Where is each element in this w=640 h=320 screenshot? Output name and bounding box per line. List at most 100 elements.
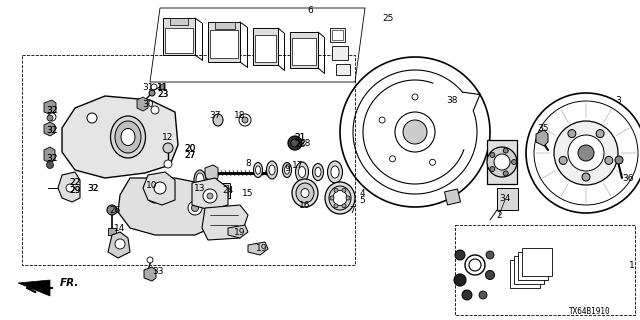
Ellipse shape xyxy=(285,166,289,174)
Ellipse shape xyxy=(282,163,291,178)
Polygon shape xyxy=(165,28,193,53)
Polygon shape xyxy=(253,28,278,65)
Polygon shape xyxy=(58,172,80,202)
Circle shape xyxy=(390,156,396,162)
Text: 8: 8 xyxy=(245,158,251,167)
Circle shape xyxy=(429,159,435,165)
Text: 27: 27 xyxy=(184,150,196,159)
Ellipse shape xyxy=(315,167,321,177)
Polygon shape xyxy=(445,189,461,205)
Text: 19: 19 xyxy=(234,228,246,236)
Circle shape xyxy=(503,148,508,153)
Ellipse shape xyxy=(196,173,204,187)
Circle shape xyxy=(342,204,346,208)
Text: 4: 4 xyxy=(359,188,365,197)
Circle shape xyxy=(568,135,604,171)
Text: 32: 32 xyxy=(46,125,58,134)
Polygon shape xyxy=(522,248,552,276)
Circle shape xyxy=(66,184,74,192)
Ellipse shape xyxy=(333,190,347,205)
Polygon shape xyxy=(192,178,228,210)
Text: 32: 32 xyxy=(46,106,58,115)
Polygon shape xyxy=(255,35,276,62)
Text: 20: 20 xyxy=(184,143,196,153)
Circle shape xyxy=(379,117,385,123)
Polygon shape xyxy=(170,18,188,25)
Ellipse shape xyxy=(298,166,305,178)
Text: 26: 26 xyxy=(109,205,121,214)
Polygon shape xyxy=(210,30,238,58)
Text: 23: 23 xyxy=(157,90,169,99)
Text: 21: 21 xyxy=(294,132,306,141)
Ellipse shape xyxy=(253,163,262,178)
Polygon shape xyxy=(336,64,350,75)
Circle shape xyxy=(412,94,418,100)
Text: 27: 27 xyxy=(184,150,196,159)
Polygon shape xyxy=(332,46,348,60)
Polygon shape xyxy=(213,183,230,198)
Polygon shape xyxy=(205,165,218,181)
Text: 22: 22 xyxy=(69,178,81,187)
Ellipse shape xyxy=(194,170,206,190)
Circle shape xyxy=(346,196,350,200)
Circle shape xyxy=(159,84,164,90)
Text: 10: 10 xyxy=(147,180,157,189)
Circle shape xyxy=(486,251,494,259)
Circle shape xyxy=(191,204,198,212)
Circle shape xyxy=(486,270,495,279)
Circle shape xyxy=(511,159,516,164)
Ellipse shape xyxy=(255,166,260,174)
Polygon shape xyxy=(44,100,56,115)
Circle shape xyxy=(47,115,53,121)
Circle shape xyxy=(151,191,159,199)
Ellipse shape xyxy=(296,183,314,203)
Text: 7: 7 xyxy=(349,205,355,214)
Polygon shape xyxy=(44,122,55,136)
Circle shape xyxy=(334,204,338,208)
Ellipse shape xyxy=(291,139,299,147)
Circle shape xyxy=(487,147,517,177)
Polygon shape xyxy=(510,260,540,288)
Text: 30: 30 xyxy=(142,100,154,108)
Circle shape xyxy=(47,162,54,169)
Text: 11: 11 xyxy=(157,83,169,92)
Circle shape xyxy=(163,143,173,153)
Text: 5: 5 xyxy=(359,196,365,204)
Polygon shape xyxy=(536,130,548,146)
Text: 2: 2 xyxy=(496,211,502,220)
Polygon shape xyxy=(497,188,518,210)
Text: 6: 6 xyxy=(307,5,313,14)
Circle shape xyxy=(469,259,481,271)
Text: 18: 18 xyxy=(234,110,246,119)
Polygon shape xyxy=(514,256,544,284)
Polygon shape xyxy=(143,172,175,205)
Text: 9: 9 xyxy=(284,164,290,172)
Text: 13: 13 xyxy=(195,183,205,193)
Circle shape xyxy=(151,106,159,114)
Text: 20: 20 xyxy=(184,143,196,153)
Circle shape xyxy=(395,112,435,152)
Text: 28: 28 xyxy=(294,140,306,148)
Text: 32: 32 xyxy=(46,106,58,115)
Text: 34: 34 xyxy=(499,194,511,203)
Ellipse shape xyxy=(288,136,302,150)
Text: 19: 19 xyxy=(256,244,268,252)
Text: 37: 37 xyxy=(209,110,221,119)
Polygon shape xyxy=(215,185,228,196)
Text: 28: 28 xyxy=(300,139,310,148)
Circle shape xyxy=(334,188,338,192)
Circle shape xyxy=(503,171,508,176)
Ellipse shape xyxy=(269,165,275,175)
Circle shape xyxy=(203,189,217,203)
Circle shape xyxy=(455,250,465,260)
Circle shape xyxy=(188,201,202,215)
Polygon shape xyxy=(118,178,225,235)
Polygon shape xyxy=(44,147,55,163)
Circle shape xyxy=(596,130,604,138)
Ellipse shape xyxy=(121,129,135,146)
Polygon shape xyxy=(292,38,316,65)
Circle shape xyxy=(615,156,623,164)
Text: 32: 32 xyxy=(87,183,99,193)
Polygon shape xyxy=(487,140,517,184)
Circle shape xyxy=(403,120,427,144)
